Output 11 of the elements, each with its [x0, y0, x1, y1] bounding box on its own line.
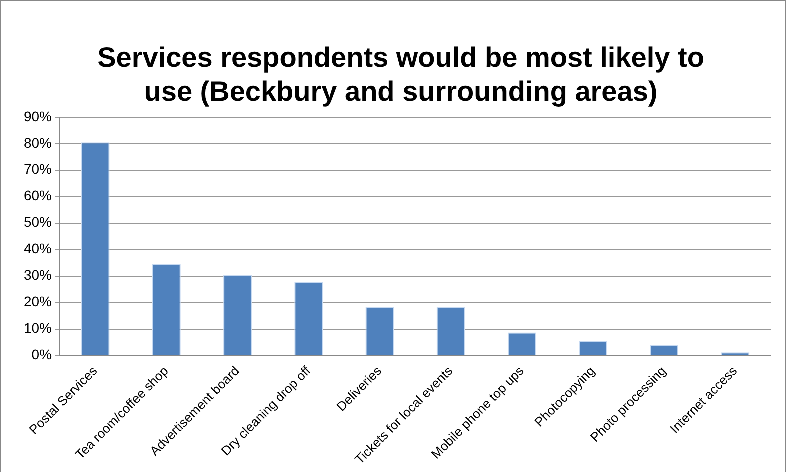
- y-tick-label: 30%: [24, 267, 52, 284]
- y-tick-label: 70%: [24, 161, 52, 178]
- y-tick-label: 60%: [24, 188, 52, 204]
- chart-title: Services respondents would be most likely to use (Beckbury and surrounding areas): [96, 41, 706, 109]
- y-tick-label: 20%: [24, 294, 52, 310]
- y-tick-label: 50%: [24, 214, 52, 230]
- y-tick-label: 80%: [24, 134, 52, 151]
- y-tick-label: 90%: [24, 108, 52, 124]
- y-tick-label: 0%: [32, 346, 52, 363]
- y-tick-label: 40%: [24, 240, 52, 257]
- y-tick-label: 10%: [24, 320, 52, 336]
